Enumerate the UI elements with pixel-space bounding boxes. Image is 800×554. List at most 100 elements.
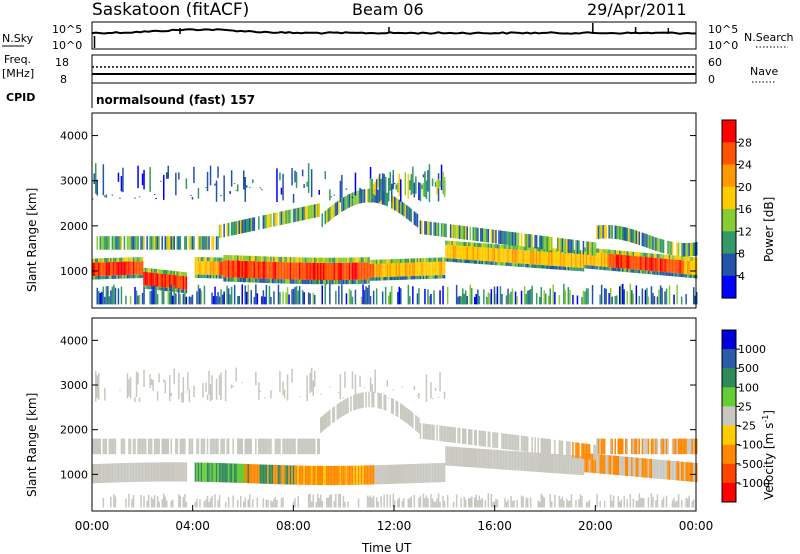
velocity-cell [108, 463, 111, 483]
velocity-cell [176, 438, 179, 455]
velocity-cell [339, 374, 342, 400]
power-cell [469, 284, 471, 305]
velocity-cell [659, 459, 662, 479]
power-cell [433, 261, 435, 276]
power-cell [626, 227, 628, 242]
velocity-cell [181, 392, 183, 403]
velocity-cell [392, 398, 394, 415]
velocity-cell [122, 438, 124, 455]
velocity-cell [440, 425, 443, 442]
power-cell [345, 188, 348, 190]
velocity-cell [212, 438, 215, 455]
power-cell [111, 261, 114, 276]
power-cell [365, 262, 367, 280]
power-cell [487, 261, 490, 265]
velocity-cell [123, 438, 126, 455]
velocity-cell [161, 438, 163, 455]
power-cell [149, 286, 151, 290]
velocity-cell [255, 372, 257, 386]
power-cell [616, 295, 618, 305]
velocity-cell [626, 438, 628, 455]
power-cell [468, 246, 470, 260]
power-cell [475, 242, 477, 247]
velocity-cell [567, 500, 570, 508]
velocity-cell [329, 494, 331, 508]
power-cell [283, 210, 286, 225]
velocity-cell [335, 493, 337, 508]
velocity-cell [329, 386, 331, 388]
power-cell [635, 285, 638, 305]
velocity-cell [238, 438, 240, 455]
power-cell [400, 200, 402, 215]
velocity-cell [585, 453, 588, 473]
velocity-cell [238, 463, 240, 483]
power-cell [436, 275, 438, 279]
power-cell [381, 259, 384, 264]
power-cell [451, 245, 453, 259]
power-cell [616, 267, 618, 272]
power-cell [345, 279, 348, 285]
power-cell [122, 261, 124, 276]
power-cell [374, 189, 376, 203]
power-cell [445, 244, 447, 259]
power-cell [184, 292, 186, 305]
velocity-cell [619, 456, 621, 476]
velocity-cell [342, 400, 345, 416]
velocity-cell [525, 497, 527, 508]
velocity-cell [588, 444, 591, 460]
velocity-cell [647, 497, 650, 508]
power-cell [197, 236, 200, 250]
power-cell [588, 251, 591, 266]
velocity-cell [504, 433, 506, 450]
power-cell [116, 275, 118, 279]
power-cell [381, 263, 384, 277]
velocity-cell [232, 495, 234, 508]
power-cell [315, 203, 317, 218]
power-cell [199, 257, 201, 262]
velocity-cell [646, 438, 648, 455]
power-cell [469, 259, 471, 264]
velocity-cell [490, 494, 493, 508]
velocity-cell [307, 465, 310, 485]
power-cell [392, 174, 394, 190]
velocity-cell [430, 494, 432, 508]
velocity-cell [258, 464, 260, 484]
velocity-cell [495, 432, 497, 448]
power-cell [229, 255, 231, 261]
velocity-cell [188, 438, 191, 455]
power-cell [164, 274, 166, 288]
power-cell [92, 276, 94, 280]
velocity-cell [403, 464, 405, 484]
power-cell [386, 276, 388, 281]
power-cell [218, 261, 221, 276]
power-cell [166, 287, 168, 292]
power-cell [445, 223, 447, 238]
power-cell [696, 242, 698, 256]
power-cell [691, 242, 693, 257]
power-cell [309, 257, 311, 263]
power-cell [484, 261, 487, 265]
power-cell [545, 251, 547, 266]
velocity-cell [381, 465, 384, 485]
power-cell [466, 296, 468, 305]
power-cell [267, 261, 269, 279]
power-cell [232, 255, 234, 261]
power-cell [294, 208, 296, 222]
power-cell [656, 296, 659, 305]
velocity-cell [128, 438, 130, 455]
power-cell [135, 274, 138, 279]
power-cell [537, 251, 539, 265]
power-cell [277, 256, 280, 262]
velocity-cell [271, 464, 274, 484]
velocity-cell [451, 446, 453, 466]
power-cell [339, 257, 342, 263]
power-cell [179, 289, 182, 293]
velocity-cell [540, 493, 542, 508]
velocity-cell [446, 426, 449, 442]
power-colorbar-tick-label: 8 [738, 248, 745, 261]
velocity-cell [549, 439, 551, 455]
velocity-cell [113, 438, 115, 455]
power-cell [584, 251, 586, 265]
